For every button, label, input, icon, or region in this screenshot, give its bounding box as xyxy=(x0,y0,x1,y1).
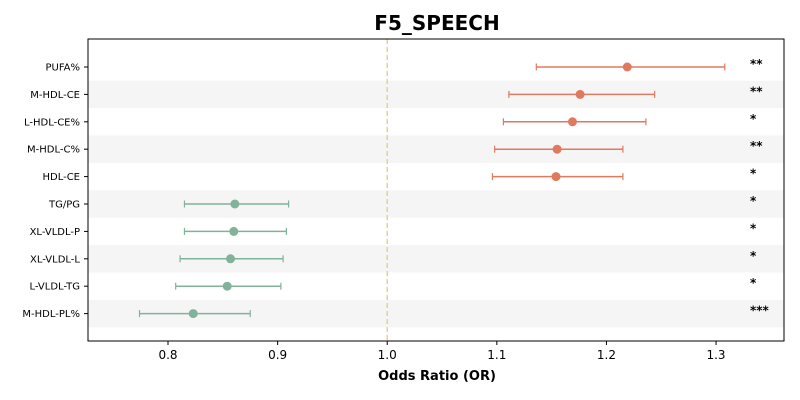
or-point xyxy=(225,254,235,264)
row-m-hdl-ce: M-HDL-CE ** xyxy=(30,84,763,101)
row-tg-pg: TG/PG * xyxy=(48,194,757,211)
y-tick-label: XL-VLDL-P xyxy=(30,227,80,238)
significance-label: ** xyxy=(750,139,763,153)
plot-area-frame xyxy=(87,38,785,342)
significance-label: * xyxy=(750,249,757,263)
x-axis: 0.8 0.9 1.0 1.1 1.2 1.3 xyxy=(158,341,726,362)
x-tick-label: 1.3 xyxy=(706,348,725,362)
or-point xyxy=(230,199,240,209)
or-point xyxy=(222,281,232,291)
x-tick-label: 0.8 xyxy=(158,348,177,362)
significance-label: * xyxy=(750,112,757,126)
or-point xyxy=(622,62,632,72)
significance-label: *** xyxy=(750,304,770,318)
row-xl-vldl-p: XL-VLDL-P * xyxy=(30,221,757,238)
row-pufa-: PUFA% ** xyxy=(45,57,763,74)
significance-label: * xyxy=(750,221,757,235)
or-point xyxy=(229,226,239,236)
y-tick-label: M-HDL-C% xyxy=(27,145,80,156)
row-l-vldl-tg: L-VLDL-TG * xyxy=(30,276,757,293)
y-tick-label: L-VLDL-TG xyxy=(30,282,80,293)
y-tick-label: HDL-CE xyxy=(42,172,80,183)
y-tick-label: TG/PG xyxy=(48,200,80,211)
row-l-hdl-ce-: L-HDL-CE% * xyxy=(24,112,757,129)
row-band xyxy=(88,135,784,163)
or-point xyxy=(567,117,577,127)
significance-label: ** xyxy=(750,57,763,71)
row-band xyxy=(88,80,784,109)
x-tick-label: 0.9 xyxy=(268,348,287,362)
y-tick-label: M-HDL-PL% xyxy=(22,309,80,320)
x-tick-label: 1.1 xyxy=(487,348,506,362)
significance-label: * xyxy=(750,276,757,290)
chart-title: F5_SPEECH xyxy=(374,11,499,35)
or-point xyxy=(575,89,585,99)
or-point xyxy=(552,144,562,154)
x-tick-label: 1.2 xyxy=(597,348,616,362)
significance-label: ** xyxy=(750,84,763,98)
or-point xyxy=(188,309,198,319)
x-axis-label: Odds Ratio (OR) xyxy=(378,369,496,384)
significance-label: * xyxy=(750,194,757,208)
or-point xyxy=(551,172,561,182)
row-m-hdl-pl-: M-HDL-PL% *** xyxy=(22,304,769,321)
data-rows: PUFA% **M-HDL-CE **L-HDL-CE% *M-HDL-C% **HDL… xyxy=(22,57,769,320)
row-xl-vldl-l: XL-VLDL-L * xyxy=(30,249,757,266)
y-tick-label: PUFA% xyxy=(45,63,80,74)
y-tick-label: XL-VLDL-L xyxy=(30,254,80,265)
row-hdl-ce: HDL-CE * xyxy=(42,167,757,184)
y-tick-label: M-HDL-CE xyxy=(30,90,80,101)
x-tick-label: 1.0 xyxy=(378,348,397,362)
row-m-hdl-c-: M-HDL-C% ** xyxy=(27,139,763,156)
significance-label: * xyxy=(750,167,757,181)
y-tick-label: L-HDL-CE% xyxy=(24,117,80,128)
